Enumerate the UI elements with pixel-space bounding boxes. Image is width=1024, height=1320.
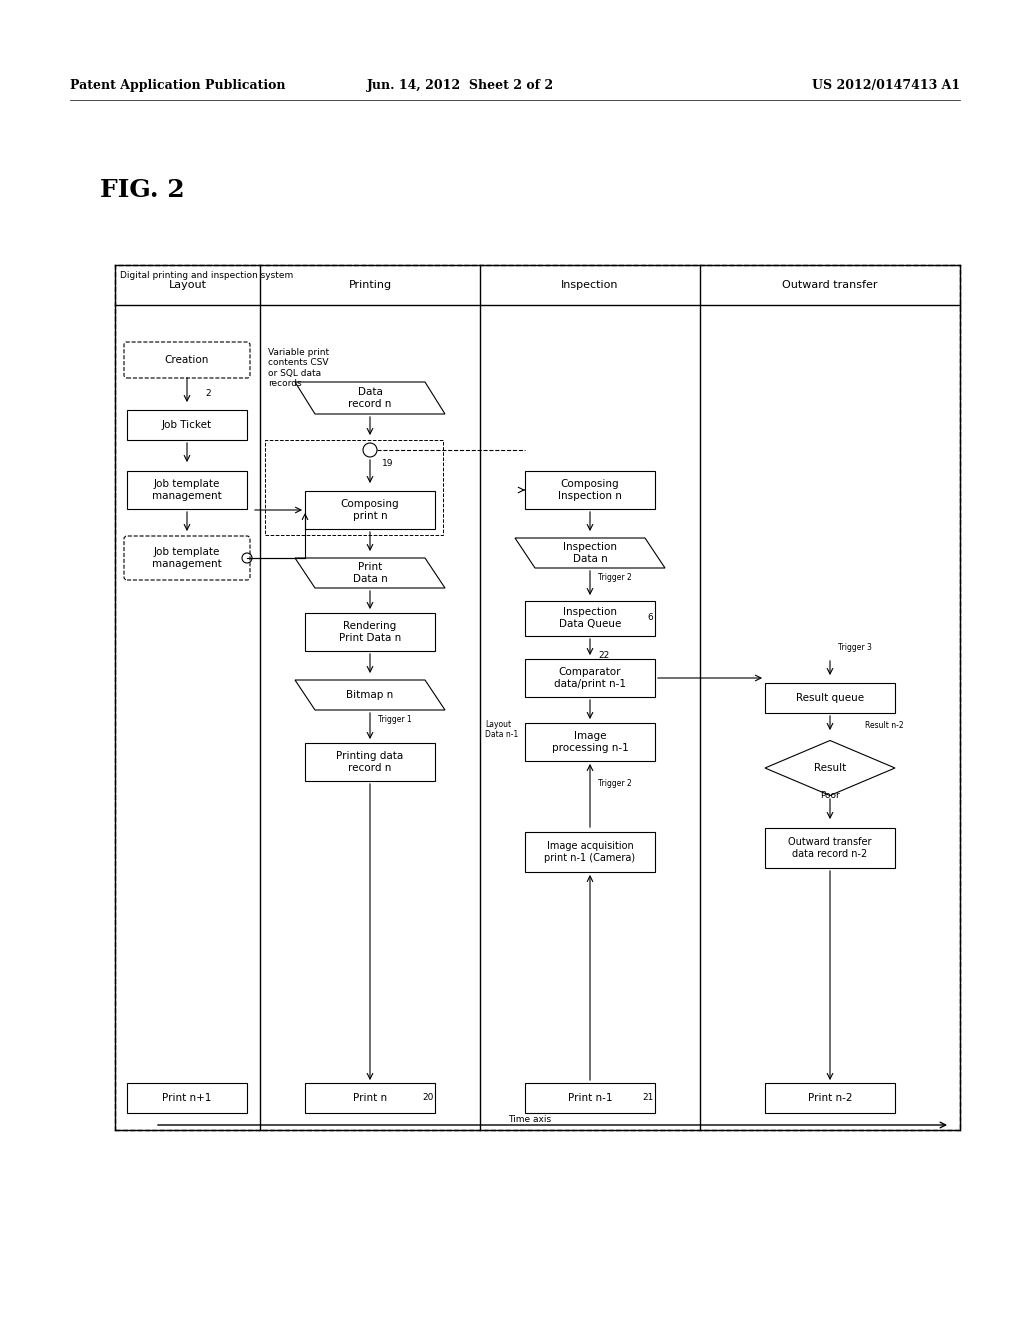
Text: 20: 20 xyxy=(422,1093,433,1102)
Text: Rendering
Print Data n: Rendering Print Data n xyxy=(339,622,401,643)
Text: Result n-2: Result n-2 xyxy=(865,721,903,730)
Bar xyxy=(525,471,655,510)
Text: Creation: Creation xyxy=(165,355,209,366)
FancyBboxPatch shape xyxy=(124,536,250,579)
Text: Result: Result xyxy=(814,763,846,774)
Text: Print
Data n: Print Data n xyxy=(352,562,387,583)
Bar xyxy=(127,1082,247,1113)
Bar xyxy=(765,828,895,869)
Text: Patent Application Publication: Patent Application Publication xyxy=(70,78,286,91)
Text: Composing
Inspection n: Composing Inspection n xyxy=(558,479,622,500)
Text: 6: 6 xyxy=(647,614,652,623)
Bar xyxy=(305,743,435,781)
Text: Trigger 1: Trigger 1 xyxy=(378,715,412,725)
Text: Printing data
record n: Printing data record n xyxy=(336,751,403,772)
Bar xyxy=(525,723,655,762)
Text: Poor: Poor xyxy=(820,792,840,800)
Text: Print n-1: Print n-1 xyxy=(567,1093,612,1104)
Text: Composing
print n: Composing print n xyxy=(341,499,399,521)
Text: Inspection: Inspection xyxy=(561,280,618,290)
Text: Data
record n: Data record n xyxy=(348,387,392,409)
Text: Time axis: Time axis xyxy=(509,1115,552,1125)
Text: Trigger 2: Trigger 2 xyxy=(598,573,632,582)
Text: Layout: Layout xyxy=(169,280,207,290)
Polygon shape xyxy=(295,680,445,710)
Text: Print n+1: Print n+1 xyxy=(163,1093,212,1104)
Text: 21: 21 xyxy=(642,1093,653,1102)
Text: US 2012/0147413 A1: US 2012/0147413 A1 xyxy=(812,78,961,91)
Text: Image
processing n-1: Image processing n-1 xyxy=(552,731,629,752)
Polygon shape xyxy=(515,539,665,568)
Text: Comparator
data/print n-1: Comparator data/print n-1 xyxy=(554,667,626,689)
Text: Outward transfer
data record n-2: Outward transfer data record n-2 xyxy=(788,837,871,859)
Bar xyxy=(265,440,443,535)
Text: 2: 2 xyxy=(205,388,211,397)
Polygon shape xyxy=(295,381,445,414)
FancyBboxPatch shape xyxy=(124,342,250,378)
Text: Printing: Printing xyxy=(348,280,391,290)
Bar xyxy=(115,265,961,1130)
Bar xyxy=(525,601,655,635)
Bar xyxy=(525,832,655,873)
Text: Layout
Data n-1: Layout Data n-1 xyxy=(485,719,518,739)
Text: Image acquisition
print n-1 (Camera): Image acquisition print n-1 (Camera) xyxy=(545,841,636,863)
Text: Trigger 3: Trigger 3 xyxy=(838,644,871,652)
Text: Print n: Print n xyxy=(353,1093,387,1104)
Bar xyxy=(525,659,655,697)
Text: Variable print
contents CSV
or SQL data
records: Variable print contents CSV or SQL data … xyxy=(268,348,329,388)
Text: Inspection
Data Queue: Inspection Data Queue xyxy=(559,607,622,628)
Text: 19: 19 xyxy=(382,458,393,467)
Text: Job template
management: Job template management xyxy=(153,479,222,500)
Bar xyxy=(305,612,435,651)
Polygon shape xyxy=(765,741,895,796)
Bar xyxy=(765,1082,895,1113)
Bar xyxy=(127,471,247,510)
Text: Job template
management: Job template management xyxy=(153,548,222,569)
Text: Jun. 14, 2012  Sheet 2 of 2: Jun. 14, 2012 Sheet 2 of 2 xyxy=(367,78,554,91)
Text: Digital printing and inspection system: Digital printing and inspection system xyxy=(120,271,293,280)
Text: Trigger 2: Trigger 2 xyxy=(598,780,632,788)
Text: Result queue: Result queue xyxy=(796,693,864,704)
Bar xyxy=(305,1082,435,1113)
Text: Print n-2: Print n-2 xyxy=(808,1093,852,1104)
Text: Bitmap n: Bitmap n xyxy=(346,690,393,700)
Text: Outward transfer: Outward transfer xyxy=(782,280,878,290)
Bar xyxy=(305,491,435,529)
Bar xyxy=(525,1082,655,1113)
Polygon shape xyxy=(295,558,445,587)
Text: Inspection
Data n: Inspection Data n xyxy=(563,543,617,564)
Text: Job Ticket: Job Ticket xyxy=(162,420,212,430)
Text: FIG. 2: FIG. 2 xyxy=(100,178,184,202)
Bar xyxy=(127,411,247,440)
Text: 22: 22 xyxy=(598,652,609,660)
Bar xyxy=(765,682,895,713)
